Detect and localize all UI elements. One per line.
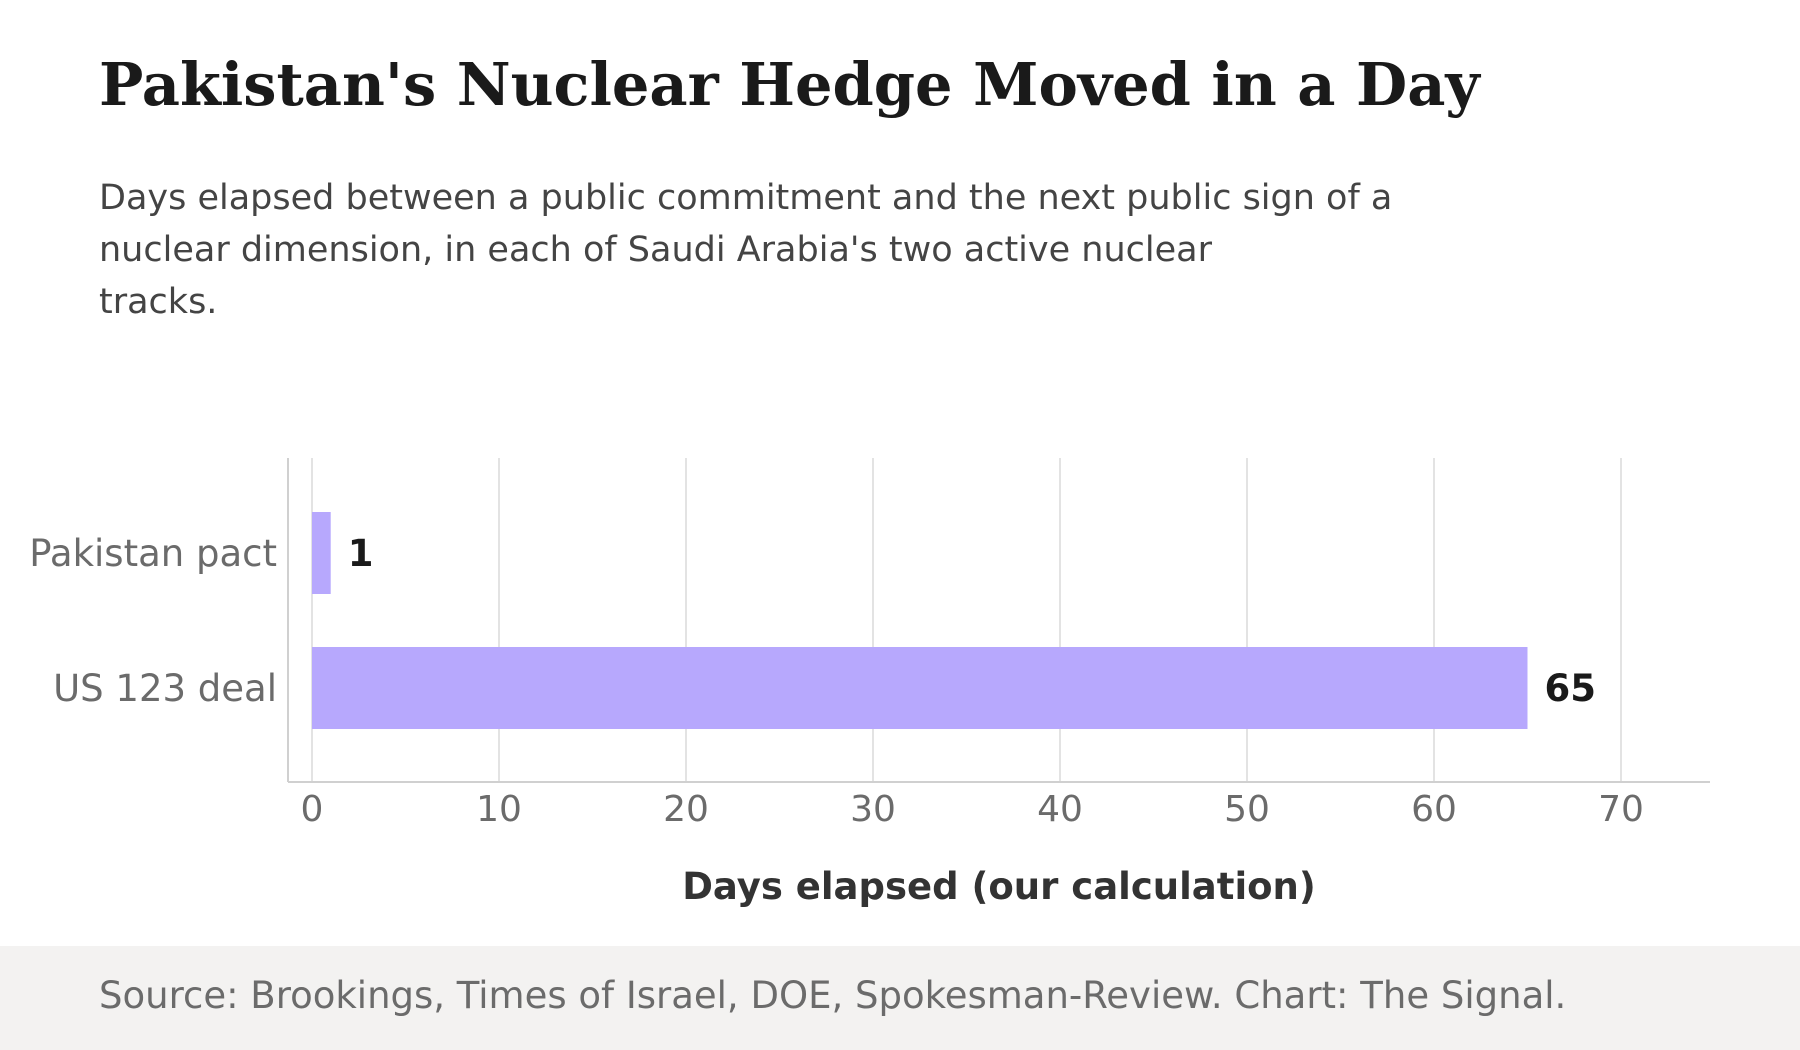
x-tick-label: 20 xyxy=(663,789,709,830)
x-tick-labels: 0 10 20 30 40 50 60 70 xyxy=(301,789,1644,830)
bars xyxy=(312,512,1528,729)
data-labels: 1 65 xyxy=(348,532,1596,710)
source-note: Source: Brookings, Times of Israel, DOE,… xyxy=(99,974,1567,1017)
subtitle-line: Days elapsed between a public commitment… xyxy=(99,178,1393,218)
x-tick-label: 70 xyxy=(1598,789,1644,830)
data-label: 65 xyxy=(1545,667,1597,710)
chart-subtitle: Days elapsed between a public commitment… xyxy=(99,172,1499,328)
x-tick-label: 10 xyxy=(476,789,522,830)
category-label: US 123 deal xyxy=(53,667,277,710)
bar xyxy=(312,647,1528,729)
x-tick-label: 0 xyxy=(301,789,324,830)
axes xyxy=(287,458,1710,783)
category-label: Pakistan pact xyxy=(29,532,277,575)
bar xyxy=(312,512,331,594)
data-label: 1 xyxy=(348,532,374,575)
x-tick-label: 40 xyxy=(1037,789,1083,830)
x-tick-label: 30 xyxy=(850,789,896,830)
x-axis-title: Days elapsed (our calculation) xyxy=(682,865,1316,908)
x-tick-label: 60 xyxy=(1411,789,1457,830)
subtitle-line: tracks. xyxy=(99,282,218,322)
bar-chart: 1 65 0 10 20 30 40 50 60 70 Pakistan pact US 123 … xyxy=(29,458,1710,908)
y-category-labels: Pakistan pact US 123 deal xyxy=(29,532,277,710)
chart-title: Pakistan's Nuclear Hedge Moved in a Day xyxy=(99,50,1480,119)
footer: Source: Brookings, Times of Israel, DOE,… xyxy=(0,946,1800,1050)
gridlines xyxy=(311,458,1622,782)
subtitle-line: nuclear dimension, in each of Saudi Arab… xyxy=(99,230,1212,270)
x-tick-label: 50 xyxy=(1224,789,1270,830)
